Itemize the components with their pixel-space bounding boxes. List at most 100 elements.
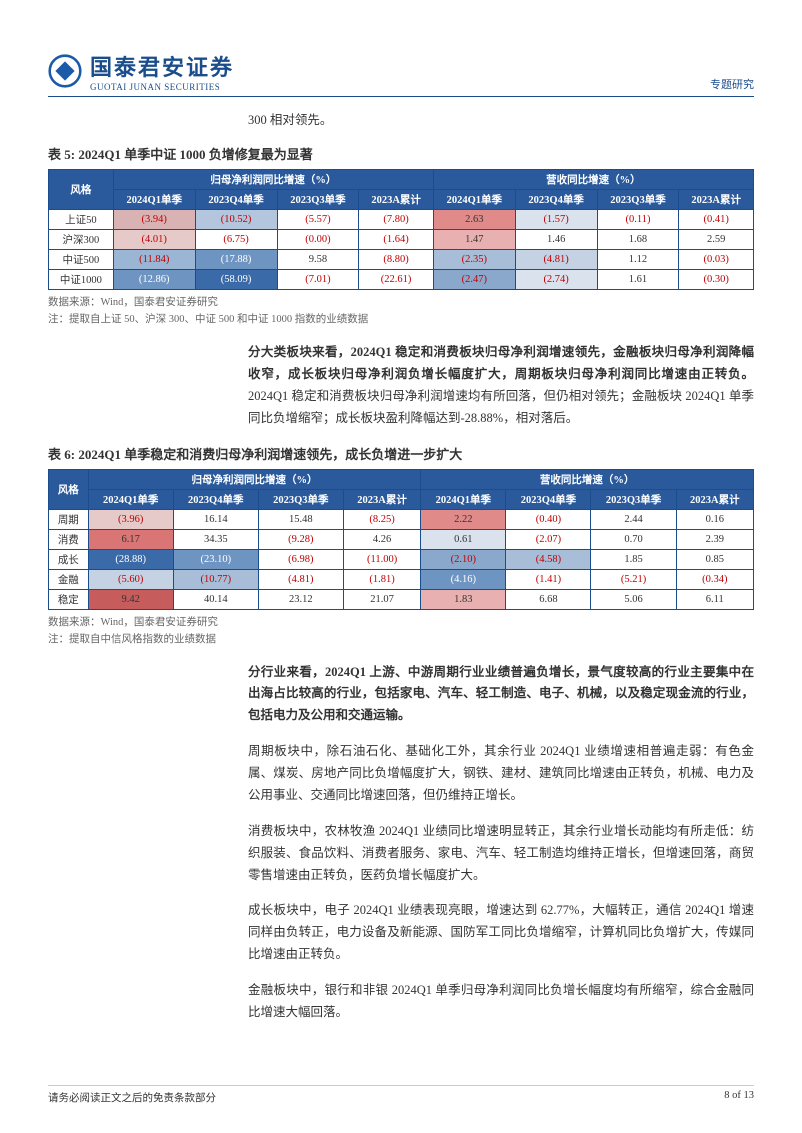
col-header: 2023Q4单季 bbox=[506, 489, 591, 509]
data-cell: (2.07) bbox=[506, 529, 591, 549]
data-cell: (0.41) bbox=[679, 210, 754, 230]
data-cell: 1.83 bbox=[421, 589, 506, 609]
footer-page-number: 8 of 13 bbox=[724, 1090, 754, 1105]
table6-source: 数据来源：Wind，国泰君安证券研究 bbox=[48, 614, 754, 629]
data-cell: 2.63 bbox=[433, 210, 515, 230]
table5-note: 注：提取自上证 50、沪深 300、中证 500 和中证 1000 指数的业绩数… bbox=[48, 311, 754, 326]
paragraph-2: 分行业来看，2024Q1 上游、中游周期行业业绩普遍负增长，景气度较高的行业主要… bbox=[248, 662, 754, 728]
col-header: 2024Q1单季 bbox=[88, 489, 173, 509]
data-cell: (4.16) bbox=[421, 569, 506, 589]
data-cell: 1.61 bbox=[597, 270, 679, 290]
intro-line: 300 相对领先。 bbox=[248, 109, 754, 128]
data-cell: (1.64) bbox=[359, 230, 433, 250]
data-cell: (2.74) bbox=[515, 270, 597, 290]
header-group-revenue: 营收同比增速（%） bbox=[421, 469, 754, 489]
row-label: 成长 bbox=[49, 549, 89, 569]
data-cell: 0.61 bbox=[421, 529, 506, 549]
data-cell: (2.47) bbox=[433, 270, 515, 290]
data-cell: 40.14 bbox=[173, 589, 258, 609]
data-cell: (8.80) bbox=[359, 250, 433, 270]
table6: 风格归母净利润同比增速（%）营收同比增速（%）2024Q1单季2023Q4单季2… bbox=[48, 469, 754, 610]
col-header: 2023Q3单季 bbox=[277, 190, 359, 210]
data-cell: 2.44 bbox=[591, 509, 676, 529]
col-header: 2024Q1单季 bbox=[113, 190, 195, 210]
paragraph-5: 成长板块中，电子 2024Q1 业绩表现亮眼，增速达到 62.77%，大幅转正，… bbox=[248, 900, 754, 966]
table-row: 成长(28.88)(23.10)(6.98)(11.00)(2.10)(4.58… bbox=[49, 549, 754, 569]
para1-bold: 分大类板块来看，2024Q1 稳定和消费板块归母净利润增速领先，金融板块归母净利… bbox=[248, 345, 754, 381]
data-cell: 6.68 bbox=[506, 589, 591, 609]
data-cell: (2.35) bbox=[433, 250, 515, 270]
col-header: 2023A累计 bbox=[343, 489, 420, 509]
header-group-revenue: 营收同比增速（%） bbox=[433, 170, 753, 190]
row-label: 中证1000 bbox=[49, 270, 114, 290]
table-row: 稳定9.4240.1423.1221.071.836.685.066.11 bbox=[49, 589, 754, 609]
para1-rest: 2024Q1 稳定和消费板块归母净利润增速均有所回落，但仍相对领先；金融板块 2… bbox=[248, 389, 754, 425]
row-label: 中证500 bbox=[49, 250, 114, 270]
col-style-header: 风格 bbox=[49, 170, 114, 210]
data-cell: 1.46 bbox=[515, 230, 597, 250]
data-cell: (5.57) bbox=[277, 210, 359, 230]
data-cell: (8.25) bbox=[343, 509, 420, 529]
col-header: 2024Q1单季 bbox=[421, 489, 506, 509]
table-row: 上证50(3.94)(10.52)(5.57)(7.80)2.63(1.57)(… bbox=[49, 210, 754, 230]
paragraph-6: 金融板块中，银行和非银 2024Q1 单季归母净利润同比负增长幅度均有所缩窄，综… bbox=[248, 980, 754, 1024]
data-cell: 0.85 bbox=[676, 549, 753, 569]
data-cell: 15.48 bbox=[258, 509, 343, 529]
data-cell: (0.11) bbox=[597, 210, 679, 230]
row-label: 沪深300 bbox=[49, 230, 114, 250]
data-cell: (1.81) bbox=[343, 569, 420, 589]
data-cell: (7.80) bbox=[359, 210, 433, 230]
row-label: 稳定 bbox=[49, 589, 89, 609]
data-cell: (11.00) bbox=[343, 549, 420, 569]
row-label: 消费 bbox=[49, 529, 89, 549]
page-footer: 请务必阅读正文之后的免责条款部分 8 of 13 bbox=[48, 1085, 754, 1105]
data-cell: (11.84) bbox=[113, 250, 195, 270]
data-cell: (0.00) bbox=[277, 230, 359, 250]
data-cell: (5.21) bbox=[591, 569, 676, 589]
col-header: 2023A累计 bbox=[676, 489, 753, 509]
page-header: 国泰君安证券 GUOTAI JUNAN SECURITIES 专题研究 bbox=[48, 50, 754, 97]
paragraph-3: 周期板块中，除石油石化、基础化工外，其余行业 2024Q1 业绩增速相普遍走弱：… bbox=[248, 741, 754, 807]
col-header: 2023Q4单季 bbox=[195, 190, 277, 210]
paragraph-4: 消费板块中，农林牧渔 2024Q1 业绩同比增速明显转正，其余行业增长动能均有所… bbox=[248, 821, 754, 887]
data-cell: (3.94) bbox=[113, 210, 195, 230]
table6-title: 表 6: 2024Q1 单季稳定和消费归母净利润增速领先，成长负增进一步扩大 bbox=[48, 444, 754, 463]
data-cell: (0.34) bbox=[676, 569, 753, 589]
data-cell: 9.58 bbox=[277, 250, 359, 270]
row-label: 金融 bbox=[49, 569, 89, 589]
data-cell: (4.81) bbox=[258, 569, 343, 589]
company-logo-icon bbox=[48, 54, 82, 88]
data-cell: (17.88) bbox=[195, 250, 277, 270]
data-cell: (22.61) bbox=[359, 270, 433, 290]
header-group-profit: 归母净利润同比增速（%） bbox=[113, 170, 433, 190]
logo-block: 国泰君安证券 GUOTAI JUNAN SECURITIES bbox=[48, 50, 234, 92]
data-cell: 1.12 bbox=[597, 250, 679, 270]
footer-disclaimer: 请务必阅读正文之后的免责条款部分 bbox=[48, 1090, 216, 1105]
table-row: 周期(3.96)16.1415.48(8.25)2.22(0.40)2.440.… bbox=[49, 509, 754, 529]
data-cell: 23.12 bbox=[258, 589, 343, 609]
data-cell: (10.77) bbox=[173, 569, 258, 589]
data-cell: (4.01) bbox=[113, 230, 195, 250]
table-row: 金融(5.60)(10.77)(4.81)(1.81)(4.16)(1.41)(… bbox=[49, 569, 754, 589]
table-row: 沪深300(4.01)(6.75)(0.00)(1.64)1.471.461.6… bbox=[49, 230, 754, 250]
data-cell: (3.96) bbox=[88, 509, 173, 529]
col-header: 2023Q3单季 bbox=[591, 489, 676, 509]
data-cell: 2.59 bbox=[679, 230, 754, 250]
data-cell: 1.85 bbox=[591, 549, 676, 569]
logo-cn-text: 国泰君安证券 bbox=[90, 50, 234, 82]
header-group-profit: 归母净利润同比增速（%） bbox=[88, 469, 421, 489]
data-cell: 21.07 bbox=[343, 589, 420, 609]
data-cell: 16.14 bbox=[173, 509, 258, 529]
data-cell: 1.68 bbox=[597, 230, 679, 250]
table5-title: 表 5: 2024Q1 单季中证 1000 负增修复最为显著 bbox=[48, 144, 754, 163]
para2-bold: 分行业来看，2024Q1 上游、中游周期行业业绩普遍负增长，景气度较高的行业主要… bbox=[248, 665, 754, 723]
row-label: 周期 bbox=[49, 509, 89, 529]
data-cell: (28.88) bbox=[88, 549, 173, 569]
col-style-header: 风格 bbox=[49, 469, 89, 509]
data-cell: (5.60) bbox=[88, 569, 173, 589]
row-label: 上证50 bbox=[49, 210, 114, 230]
table5: 风格归母净利润同比增速（%）营收同比增速（%）2024Q1单季2023Q4单季2… bbox=[48, 169, 754, 290]
data-cell: (1.57) bbox=[515, 210, 597, 230]
data-cell: 6.11 bbox=[676, 589, 753, 609]
data-cell: (1.41) bbox=[506, 569, 591, 589]
